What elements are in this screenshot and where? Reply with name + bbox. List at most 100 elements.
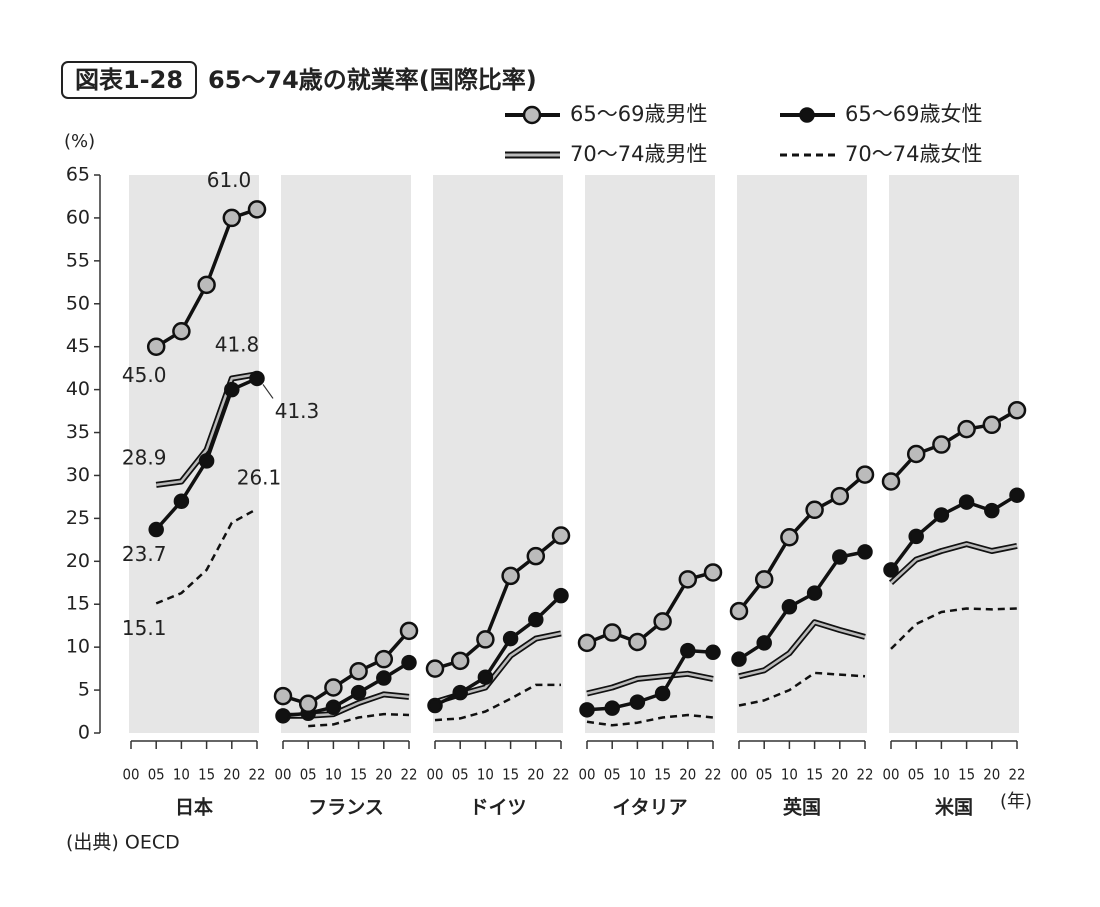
data-point	[1007, 400, 1027, 420]
data-point	[830, 486, 850, 506]
data-point	[754, 570, 774, 589]
data-point	[551, 526, 571, 545]
data-point	[628, 632, 647, 652]
x-tick-label: 00	[883, 766, 900, 784]
data-point	[806, 585, 823, 601]
panel-background	[585, 175, 715, 733]
data-point	[629, 694, 646, 710]
data-point	[855, 465, 875, 484]
data-point	[832, 549, 848, 565]
data-point	[703, 563, 723, 582]
value-label: 15.1	[122, 616, 167, 640]
x-tick-label: 05	[908, 766, 925, 784]
x-tick-label: 05	[300, 766, 317, 784]
panel-name: 日本	[175, 796, 213, 819]
data-point	[1009, 487, 1025, 503]
data-point	[401, 654, 417, 671]
y-tick-label: 5	[78, 679, 90, 701]
x-tick-label: 20	[375, 766, 392, 784]
x-tick-label: 20	[983, 766, 1000, 784]
x-tick-label: 00	[123, 766, 140, 784]
data-point	[653, 612, 672, 631]
data-point	[958, 494, 975, 510]
panel-name: ドイツ	[469, 797, 526, 819]
series-line	[155, 507, 258, 605]
legend-item: 70〜74歳男性	[505, 142, 707, 166]
y-axis-label: (%)	[64, 131, 95, 152]
panel-background	[433, 175, 563, 733]
x-tick-label: 10	[781, 766, 798, 784]
x-tick-label: 20	[527, 766, 544, 784]
x-tick-label: 05	[452, 766, 469, 784]
x-tick-label: 20	[223, 766, 240, 784]
legend-item: 65〜69歳女性	[780, 102, 982, 126]
series-line	[308, 712, 410, 728]
data-point	[933, 507, 950, 523]
data-point	[273, 686, 293, 706]
legend-label: 70〜74歳男性	[570, 142, 707, 166]
data-point	[553, 587, 569, 604]
legend-label: 65〜69歳男性	[570, 102, 707, 126]
x-tick-label: 22	[705, 766, 722, 784]
source: (出典) OECD	[66, 832, 180, 854]
data-point	[146, 337, 166, 356]
series-line	[586, 713, 714, 727]
data-point	[502, 630, 519, 647]
x-tick-label: 20	[831, 766, 848, 784]
y-tick-label: 30	[66, 464, 90, 486]
panel-name: イタリア	[612, 797, 687, 819]
series-line	[738, 671, 866, 707]
leader-line	[262, 384, 274, 399]
data-point	[528, 611, 544, 628]
series-line	[890, 607, 1018, 650]
data-point	[298, 694, 318, 714]
data-point	[526, 546, 546, 566]
y-tick-label: 40	[66, 378, 90, 400]
x-tick-label: 22	[1009, 766, 1026, 784]
value-label: 28.9	[122, 445, 167, 469]
data-point	[399, 621, 419, 641]
x-tick-label: 05	[604, 766, 621, 784]
panel-name: 米国	[935, 796, 973, 819]
series-line	[434, 683, 561, 722]
data-point	[425, 659, 445, 678]
x-tick-label: 22	[857, 766, 874, 784]
x-axis-unit: (年)	[1000, 791, 1032, 812]
data-point	[729, 601, 749, 621]
data-point	[198, 453, 215, 469]
data-point	[247, 200, 267, 219]
x-tick-label: 22	[401, 766, 418, 784]
data-point	[452, 684, 468, 701]
data-point	[427, 697, 443, 714]
data-point	[476, 630, 495, 649]
data-point	[857, 544, 873, 560]
x-tick-label: 20	[679, 766, 696, 784]
panel-name: フランス	[308, 797, 384, 819]
chart-title: 65〜74歳の就業率(国際比率)	[208, 66, 537, 94]
data-point	[374, 649, 394, 669]
data-point	[350, 684, 367, 701]
y-tick-label: 0	[78, 722, 90, 744]
data-point	[577, 633, 597, 653]
x-tick-label: 10	[325, 766, 342, 784]
data-point	[678, 570, 698, 589]
data-point	[249, 370, 265, 387]
x-tick-label: 15	[806, 766, 823, 784]
series-line-inner	[738, 621, 866, 678]
x-tick-label: 22	[553, 766, 570, 784]
data-point	[579, 702, 595, 718]
data-point	[906, 444, 926, 464]
x-tick-label: 05	[148, 766, 165, 784]
data-point	[477, 669, 494, 685]
y-tick-label: 60	[66, 206, 90, 228]
y-tick-label: 25	[66, 507, 90, 529]
legend-label: 65〜69歳女性	[845, 102, 982, 126]
data-point	[222, 208, 242, 228]
series-line-inner	[586, 672, 714, 695]
x-tick-label: 00	[731, 766, 748, 784]
legend-label: 70〜74歳女性	[845, 142, 982, 166]
series-line-inner	[890, 542, 1018, 584]
x-tick-label: 05	[756, 766, 773, 784]
data-point	[148, 521, 164, 538]
data-point	[173, 493, 190, 509]
